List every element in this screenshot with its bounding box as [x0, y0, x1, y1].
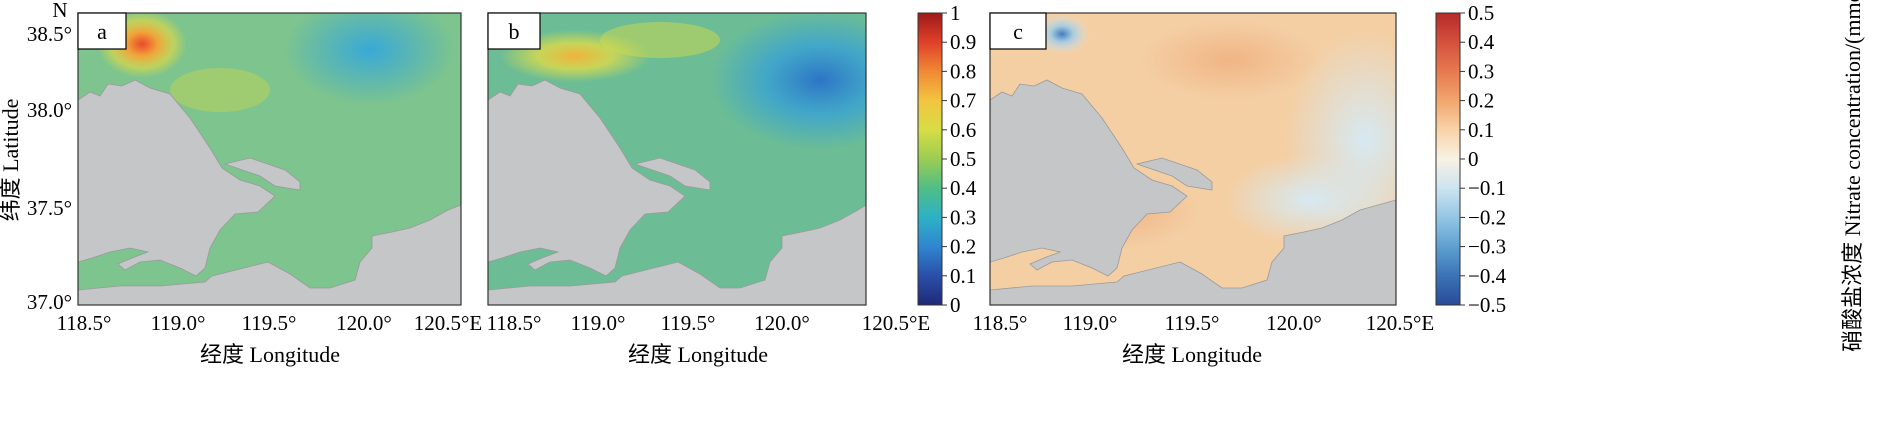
colorbar-tick-label: 0.5 [950, 147, 976, 171]
colorbar-tick-label: −0.5 [1468, 293, 1506, 317]
colorbar-tick-label: 0.4 [1468, 30, 1495, 54]
strong-negative-spot-c [1034, 14, 1090, 54]
land-c [990, 79, 1396, 305]
colorbar-tick-label: −0.4 [1468, 264, 1507, 288]
positive-diff-zone-c [1140, 20, 1320, 100]
colorbar2-bar [1435, 12, 1461, 306]
x-axis-c: 118.5° 119.0° 119.5° 120.0° 120.5°E 经度 L… [973, 311, 1435, 367]
x-tick-b-2: 119.5° [661, 311, 716, 335]
x-tick-c-1: 119.0° [1063, 311, 1118, 335]
map-frame-b [487, 12, 867, 306]
colorbar-tick-label: 0 [1468, 147, 1479, 171]
map-frame-a [77, 12, 462, 306]
colorbar-tick-label: 0.3 [950, 205, 976, 229]
y-tick-3: 37.0° [27, 290, 72, 314]
y-tick-1: 38.0° [27, 98, 72, 122]
x-tick-c-0: 118.5° [973, 311, 1028, 335]
colorbar2-ticks: 0.5 0.4 0.3 0.2 0.1 0 −0.1 −0.2 −0.3 −0.4 −0.5 [1460, 1, 1507, 317]
panel-b: b [487, 12, 867, 306]
low-nitrate-zone-a [285, 13, 455, 105]
colorbar-tick-label: −0.2 [1468, 205, 1506, 229]
colorbar-tick-label: 0.6 [950, 118, 976, 142]
x-axis-title-c: 经度 Longitude [1122, 342, 1262, 367]
land-b [488, 79, 866, 305]
y-axis: N 38.5° 38.0° 37.5° 37.0° 纬度 Latitude [0, 0, 72, 314]
land-a [78, 79, 461, 305]
x-tick-a-4: 120.5°E [414, 311, 482, 335]
panel-label-box-b [487, 12, 541, 50]
panel-c: c [989, 12, 1397, 306]
x-tick-b-1: 119.0° [571, 311, 626, 335]
colorbar-tick-label: 0.2 [950, 235, 976, 259]
panel-label-a: a [97, 19, 107, 44]
x-tick-a-2: 119.5° [242, 311, 297, 335]
map-frame-c [989, 12, 1397, 306]
colorbar-tick-label: 1 [950, 1, 961, 25]
y-tick-2: 37.5° [27, 196, 72, 220]
colorbar1-bar [917, 12, 943, 306]
colorbar-tick-label: 0.1 [950, 264, 976, 288]
x-axis-title-a: 经度 Longitude [200, 342, 340, 367]
colorbar-tick-label: −0.1 [1468, 176, 1506, 200]
low-nitrate-zone-b [710, 13, 866, 150]
colorbar-tick-label: −0.3 [1468, 235, 1506, 259]
y-tick-0: 38.5° [27, 22, 72, 46]
colorbar-difference: 0.5 0.4 0.3 0.2 0.1 0 −0.1 −0.2 −0.3 −0.4 −0.5 硝酸盐… [1435, 0, 1865, 352]
north-label: N [52, 0, 67, 22]
colorbar2-title: 硝酸盐浓度 Nitrate concentration/(mmol/m³) [1840, 0, 1865, 352]
x-axis-a: 118.5° 119.0° 119.5° 120.0° 120.5°E 经度 L… [57, 311, 483, 367]
colorbar-nitrate: 1 0.9 0.8 0.7 0.6 0.5 0.4 0.3 0.2 0.1 0 [917, 1, 977, 317]
colorbar-tick-label: 0.4 [950, 176, 977, 200]
panel-label-box-a [77, 12, 127, 50]
colorbar-tick-label: 0.8 [950, 59, 976, 83]
panel-label-box-c [989, 12, 1047, 50]
panel-a: a [77, 12, 462, 306]
colorbar-tick-label: 0.3 [1468, 59, 1494, 83]
x-tick-a-1: 119.0° [151, 311, 206, 335]
mid-band-a [170, 68, 270, 112]
panel-label-c: c [1013, 19, 1023, 44]
x-tick-c-3: 120.0° [1266, 311, 1322, 335]
colorbar-tick-label: 0.7 [950, 89, 976, 113]
colorbar-tick-label: 0.1 [1468, 118, 1494, 142]
mid-band-b [600, 22, 720, 58]
x-tick-c-4: 120.5°E [1366, 311, 1434, 335]
x-tick-a-0: 118.5° [57, 311, 112, 335]
x-axis-b: 118.5° 119.0° 119.5° 120.0° 120.5°E 经度 L… [487, 311, 931, 367]
x-tick-b-4: 120.5°E [862, 311, 930, 335]
colorbar1-ticks: 1 0.9 0.8 0.7 0.6 0.5 0.4 0.3 0.2 0.1 0 [942, 1, 977, 317]
x-axis-title-b: 经度 Longitude [628, 342, 768, 367]
x-tick-a-3: 120.0° [336, 311, 392, 335]
x-tick-b-3: 120.0° [754, 311, 810, 335]
y-axis-title: 纬度 Latitude [0, 99, 23, 222]
colorbar-tick-label: 0.9 [950, 30, 976, 54]
colorbar-tick-label: 0 [950, 293, 961, 317]
colorbar-tick-label: 0.5 [1468, 1, 1494, 25]
x-tick-b-0: 118.5° [487, 311, 542, 335]
colorbar-tick-label: 0.2 [1468, 89, 1494, 113]
panel-label-b: b [509, 19, 520, 44]
x-tick-c-2: 119.5° [1165, 311, 1220, 335]
